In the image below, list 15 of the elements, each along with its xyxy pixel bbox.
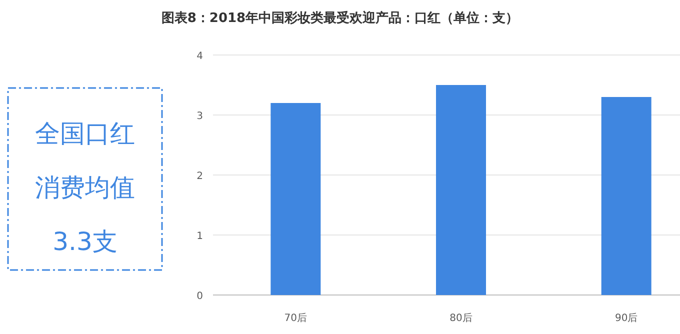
y-tick-label: 2 — [196, 171, 203, 182]
chart-title: 图表8：2018年中国彩妆类最受欢迎产品：口红（单位：支） — [161, 10, 519, 26]
text: 3.3支 — [52, 227, 118, 256]
y-tick-label: 1 — [196, 231, 203, 242]
x-tick-label: 80后 — [450, 312, 472, 324]
text: 消费均值 — [35, 173, 135, 202]
x-tick-label: 70后 — [284, 312, 308, 324]
bar — [270, 103, 321, 295]
x-tick-label: 90后 — [614, 312, 638, 324]
y-tick-label: 4 — [196, 51, 203, 62]
bar — [601, 97, 652, 295]
y-tick-label: 0 — [196, 291, 203, 302]
bar — [436, 85, 486, 295]
text: 全国口红 — [35, 119, 135, 148]
y-tick-label: 3 — [196, 111, 203, 122]
